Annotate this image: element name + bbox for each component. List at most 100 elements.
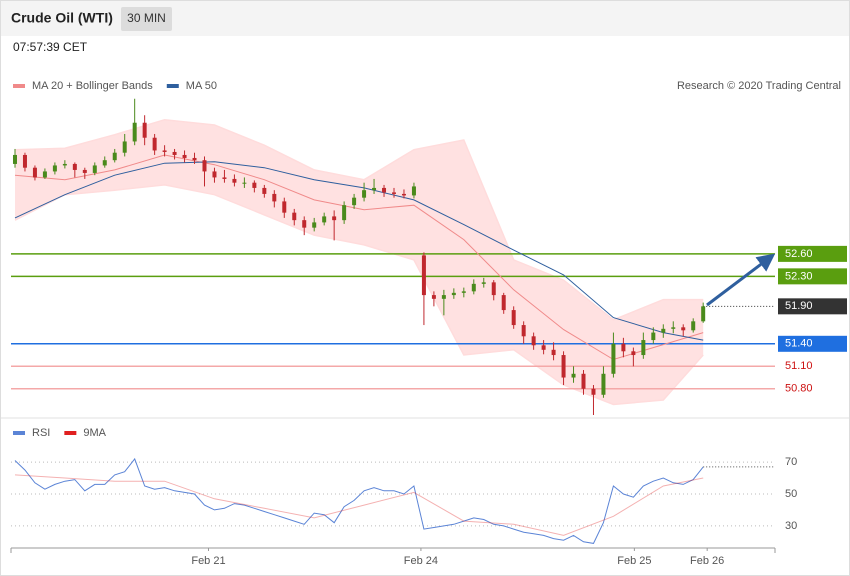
band-upper [14, 118, 704, 321]
candle-body [62, 163, 67, 166]
candle-body [511, 310, 516, 326]
credit: Research © 2020 Trading Central [677, 80, 841, 92]
candle-body [242, 182, 247, 184]
candle-body [352, 197, 357, 206]
legend-label: RSI [32, 427, 50, 439]
candle-body [152, 137, 157, 151]
level-box [778, 245, 847, 262]
level-label: 51.90 [785, 300, 813, 312]
legend-swatch [64, 431, 77, 435]
legend-swatch [166, 84, 179, 88]
candle-body [132, 122, 137, 142]
candle-body [531, 336, 536, 346]
candle-body [342, 205, 347, 221]
forecast-arrow [706, 253, 776, 307]
candle-body [401, 193, 406, 196]
candle-body [372, 187, 377, 191]
candle-body [691, 321, 696, 331]
candle-body [641, 340, 646, 356]
candle-body [112, 152, 117, 161]
level-label: 52.30 [785, 270, 813, 282]
candle-body [431, 295, 436, 299]
level-box [778, 335, 847, 352]
candle-body [382, 187, 387, 193]
legend-label: MA 50 [186, 80, 217, 92]
candle-body [222, 177, 227, 179]
candle-body [292, 212, 297, 221]
candle-body [362, 190, 367, 198]
candle-body [411, 186, 416, 196]
candle-body [441, 295, 446, 299]
level-label: 51.10 [785, 360, 813, 372]
candle-body [332, 216, 337, 221]
level-label: 51.40 [785, 338, 813, 350]
interval[interactable]: 30 MIN [127, 11, 166, 25]
candle-body [22, 154, 27, 168]
candle-body [661, 328, 666, 333]
level-label: 50.80 [785, 383, 813, 395]
candle-body [611, 343, 616, 374]
x-tick-label: Feb 24 [404, 555, 438, 567]
candle-body [571, 373, 576, 378]
candle-body [72, 163, 77, 170]
candle-body [521, 325, 526, 337]
rsi-ma-line [14, 474, 704, 536]
candle-body [282, 201, 287, 213]
candle-body [581, 373, 586, 389]
timestamp: 07:57:39 CET [13, 40, 88, 54]
candle-body [142, 122, 147, 138]
legend-swatch [13, 431, 25, 435]
candle-body [262, 187, 267, 194]
candle-body [322, 216, 327, 223]
candle-body [491, 282, 496, 296]
candle-body [621, 343, 626, 352]
candle-body [671, 327, 676, 329]
candle-body [701, 306, 706, 322]
candle-body [162, 150, 167, 152]
x-tick-label: Feb 26 [690, 555, 724, 567]
candle-body [202, 160, 207, 172]
candle-body [541, 345, 546, 350]
legend-label: MA 20 + Bollinger Bands [32, 80, 153, 92]
candle-body [601, 373, 606, 395]
candle-body [192, 157, 197, 161]
candle-body [302, 220, 307, 228]
moving-average [14, 154, 704, 361]
candle-body [501, 295, 506, 311]
y-tick-label: 30 [785, 520, 797, 532]
x-tick-label: Feb 25 [617, 555, 651, 567]
candle-body [312, 222, 317, 228]
candle-body [32, 167, 37, 178]
candle-body [42, 171, 47, 178]
candle-body [272, 193, 277, 202]
y-tick-label: 70 [785, 456, 797, 468]
y-tick-label: 50 [785, 488, 797, 500]
candle-body [451, 292, 456, 296]
candle-body [102, 160, 107, 166]
candle-body [471, 283, 476, 292]
candle-body [92, 165, 97, 173]
candle-body [232, 178, 237, 183]
title: Crude Oil (WTI) [11, 10, 113, 26]
candle-body [212, 171, 217, 178]
candle-body [122, 141, 127, 153]
candle-body [52, 165, 57, 172]
candle-body [391, 192, 396, 194]
candle-body [561, 355, 566, 378]
x-tick-label: Feb 21 [191, 555, 225, 567]
candle-body [172, 151, 177, 155]
bollinger-fill [15, 119, 704, 405]
candle-body [252, 182, 257, 188]
candle-body [551, 349, 556, 356]
candle-body [421, 255, 426, 296]
level-box [778, 298, 847, 315]
candle-body [82, 169, 87, 173]
candle-body [461, 291, 466, 293]
candle-body [591, 388, 596, 395]
candle-body [12, 154, 17, 164]
legend-swatch [13, 84, 25, 88]
interval-badge[interactable] [121, 7, 172, 31]
candle-body [182, 154, 187, 158]
